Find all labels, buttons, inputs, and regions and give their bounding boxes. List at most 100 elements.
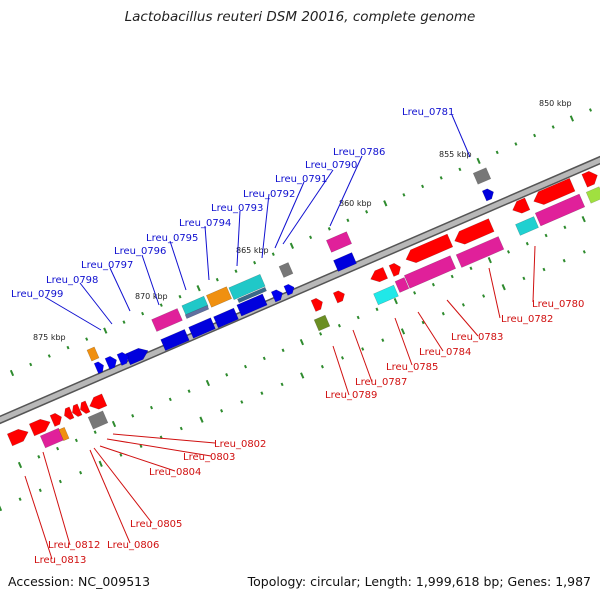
ruler-tick	[381, 338, 385, 342]
ruler-tick	[262, 356, 266, 361]
gene-glyph	[213, 307, 239, 329]
gene-label-bottom: Lreu_0787	[355, 377, 407, 388]
gene-glyph	[394, 277, 410, 293]
gene-glyph	[278, 262, 294, 278]
gene-glyph	[72, 403, 83, 417]
gene-glyph	[472, 167, 492, 185]
ruler-tick	[260, 391, 264, 395]
ruler-tick	[365, 210, 369, 214]
ruler-tick	[551, 125, 555, 129]
ruler-tick	[562, 258, 566, 263]
gene-label-top: Lreu_0798	[46, 275, 98, 286]
ruler-tick	[501, 284, 506, 291]
position-label: 870 kbp	[135, 292, 168, 301]
gene-glyph	[228, 273, 266, 301]
gene-glyph	[160, 329, 190, 351]
ruler-tick	[375, 307, 379, 312]
ruler-tick	[187, 389, 191, 393]
ruler-tick	[111, 420, 117, 428]
ruler-tick	[476, 157, 481, 165]
gene-glyph	[405, 233, 454, 264]
ruler-tick	[159, 303, 163, 307]
gene-label-bottom: Lreu_0802	[214, 439, 266, 450]
gene-glyph	[89, 393, 108, 410]
gene-glyph	[184, 305, 210, 319]
ruler-tick	[56, 446, 60, 451]
ruler-tick	[383, 200, 388, 207]
gene-glyph	[87, 410, 109, 430]
ruler-tick	[525, 241, 529, 246]
ruler-tick	[320, 364, 324, 369]
gene-glyph	[534, 193, 586, 227]
ruler-tick	[346, 218, 350, 223]
gene-glyph	[515, 216, 539, 236]
ruler-tick	[337, 323, 341, 328]
ruler-tick	[495, 150, 499, 155]
position-label: 850 kbp	[539, 99, 572, 108]
ruler-tick	[179, 426, 183, 431]
ruler-ticks-bottom	[17, 215, 586, 469]
gene-glyph	[533, 177, 576, 205]
gene-label-bottom: Lreu_0789	[325, 390, 377, 401]
ruler-tick	[569, 115, 575, 122]
ruler-tick	[149, 405, 154, 410]
gene-glyph	[333, 252, 357, 272]
ruler-tick	[29, 362, 33, 367]
ruler-tick	[581, 215, 586, 223]
ruler-tick	[469, 266, 473, 271]
gene-label-top: Lreu_0781	[402, 107, 454, 118]
genome-backbone-highlight	[0, 157, 600, 423]
ruler-tick	[18, 497, 22, 501]
gene-glyph	[455, 236, 505, 268]
ruler-tick	[122, 320, 126, 324]
gene-glyph	[481, 188, 494, 202]
ruler-tick	[9, 369, 15, 377]
ruler-tick	[400, 328, 406, 335]
ruler-tick	[588, 108, 593, 112]
gene-label-bottom: Lreu_0803	[183, 452, 235, 463]
ruler-tick	[243, 364, 248, 369]
ruler-tick	[178, 294, 182, 299]
ruler-tick	[309, 235, 313, 240]
ruler-tick	[253, 260, 257, 265]
gene-label-bottom: Lreu_0806	[107, 540, 159, 551]
ruler-tick	[205, 379, 211, 387]
gene-glyph	[28, 418, 51, 437]
gene-label-bottom: Lreu_0784	[419, 347, 471, 358]
ruler-tick	[17, 461, 23, 469]
ruler-tick	[582, 250, 586, 254]
ruler-tick	[461, 303, 465, 307]
gene-glyph	[454, 218, 495, 245]
gene-glyph	[310, 298, 323, 312]
gene-glyph	[581, 171, 598, 188]
position-label: 860 kbp	[339, 199, 372, 208]
ruler-tick	[199, 416, 204, 423]
gene-glyph	[270, 289, 283, 303]
ruler-ticks-top	[9, 108, 593, 377]
ruler-tick	[37, 455, 41, 459]
gene-label-top: Lreu_0794	[179, 218, 231, 229]
gene-glyph	[188, 317, 216, 339]
gene-glyph	[370, 266, 389, 283]
gene-glyph	[403, 255, 457, 289]
ruler-tick	[141, 311, 145, 316]
ruler-tick	[168, 397, 172, 402]
ruler-tick	[196, 285, 201, 292]
ruler-tick	[542, 267, 546, 272]
gene-glyph	[585, 186, 600, 204]
ruler-tick	[280, 382, 284, 387]
ruler-tick	[225, 373, 229, 377]
genome-summary-text: Topology: circular; Length: 1,999,618 bp…	[247, 574, 591, 589]
ruler-tick	[533, 133, 537, 138]
ruler-tick	[421, 320, 425, 325]
gene-label-top: Lreu_0795	[146, 233, 198, 244]
gene-label-bottom: Lreu_0813	[34, 555, 86, 566]
gene-label-bottom: Lreu_0783	[451, 332, 503, 343]
gene-glyph	[373, 284, 399, 306]
ruler-tick	[119, 453, 123, 457]
ruler-tick	[450, 274, 454, 279]
ruler-tick	[319, 332, 323, 336]
gene-glyph	[388, 263, 401, 277]
ruler-tick	[356, 315, 360, 320]
gene-label-top: Lreu_0797	[81, 260, 133, 271]
